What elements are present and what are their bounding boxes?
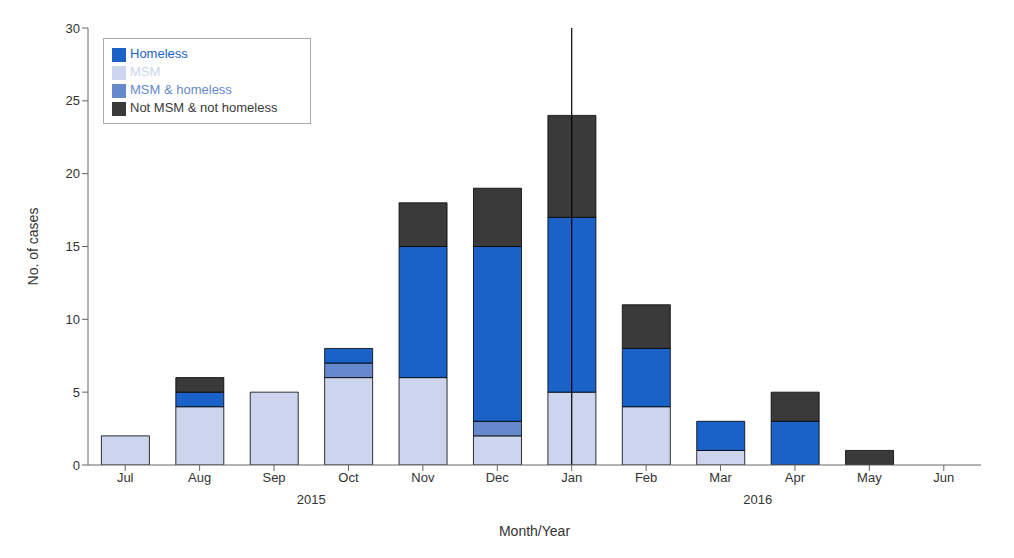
svg-text:Month/Year: Month/Year <box>499 523 570 539</box>
svg-text:0: 0 <box>73 458 80 473</box>
svg-text:25: 25 <box>66 93 80 108</box>
svg-text:May: May <box>857 470 882 485</box>
svg-text:Jan: Jan <box>561 470 582 485</box>
svg-text:20: 20 <box>66 166 80 181</box>
svg-text:Aug: Aug <box>188 470 211 485</box>
svg-text:Nov: Nov <box>411 470 435 485</box>
svg-text:Dec: Dec <box>486 470 510 485</box>
html-text:Homeless: Homeless <box>130 46 188 61</box>
svg-text:Oct: Oct <box>338 470 359 485</box>
svg-text:Sep: Sep <box>262 470 285 485</box>
svg-text:Jul: Jul <box>117 470 134 485</box>
svg-text:2016: 2016 <box>743 492 772 507</box>
svg-text:30: 30 <box>66 21 80 36</box>
svg-text:15: 15 <box>66 239 80 254</box>
svg-text:2015: 2015 <box>297 492 326 507</box>
svg-text:Apr: Apr <box>785 470 806 485</box>
svg-text:10: 10 <box>66 312 80 327</box>
svg-text:Jun: Jun <box>933 470 954 485</box>
html-text:Not MSM & not homeless: Not MSM & not homeless <box>130 100 278 115</box>
html-text:MSM & homeless: MSM & homeless <box>130 82 232 97</box>
svg-text:Mar: Mar <box>709 470 732 485</box>
svg-text:Feb: Feb <box>635 470 657 485</box>
svg-text:5: 5 <box>73 385 80 400</box>
svg-text:No. of cases: No. of cases <box>25 208 41 286</box>
html-text:MSM: MSM <box>130 64 161 79</box>
